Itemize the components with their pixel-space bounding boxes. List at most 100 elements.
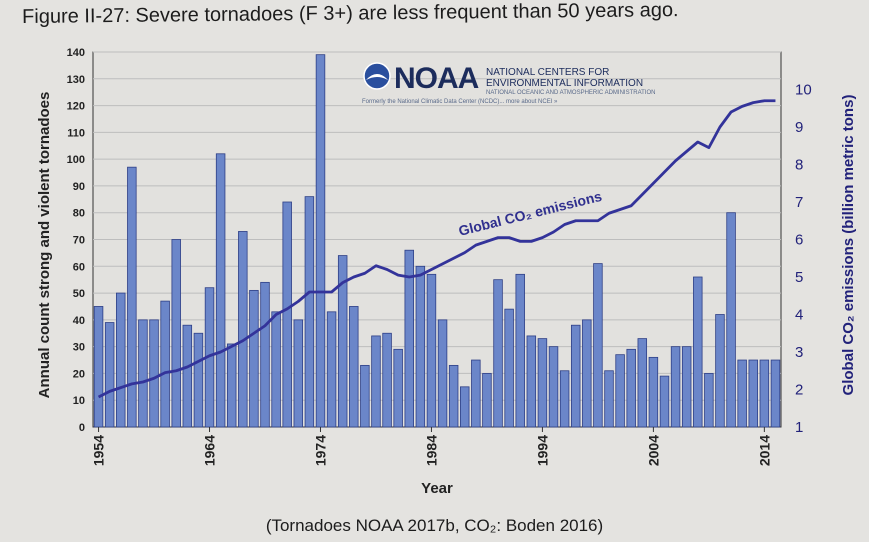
tornado-bar-2011 [726, 212, 736, 428]
tornado-bar-1981 [393, 348, 403, 428]
y2-tick-label: 2 [795, 382, 803, 399]
noaa-logo: NOAA NATIONAL CENTERS FOR ENVIRONMENTAL … [362, 62, 655, 105]
tornado-bar-1972 [293, 319, 304, 428]
x-tick-label: 1984 [423, 435, 439, 466]
tornado-bar-1999 [593, 263, 603, 428]
y-tick-label: 10 [73, 395, 85, 407]
x-tick-label: 2014 [756, 435, 772, 466]
noaa-logo-line3: NATIONAL OCEANIC AND ATMOSPHERIC ADMINIS… [486, 90, 655, 96]
tornado-bar-1983 [415, 265, 426, 428]
tornado-bar-1961 [171, 239, 181, 428]
tornado-bar-1984 [426, 273, 437, 428]
tornado-bar-1976 [337, 255, 348, 428]
tornado-bar-1956 [116, 292, 126, 428]
tornado-bar-1990 [493, 279, 503, 428]
x-axis-title: Year [421, 480, 453, 497]
tornado-bar-1970 [271, 311, 281, 428]
y-tick-label: 90 [73, 181, 85, 193]
tornado-bar-2004 [648, 356, 659, 428]
noaa-logo-word: NOAA [394, 62, 479, 95]
y-tick-label: 100 [67, 154, 85, 166]
y2-tick-label: 4 [795, 307, 803, 324]
y2-tick-label: 7 [795, 194, 803, 211]
y-tick-label: 30 [73, 342, 85, 354]
tornado-bar-1967 [238, 231, 248, 428]
tornado-bar-2012 [737, 359, 747, 428]
y-tick-label: 0 [79, 422, 85, 434]
tornado-bar-1977 [349, 306, 359, 428]
tornado-bar-1996 [559, 370, 570, 428]
y2-tick-label: 5 [795, 269, 803, 286]
y2-tick-label: 3 [795, 344, 803, 361]
right-axis-ticks: 1 2 3 4 5 6 7 8 9 10 [795, 82, 812, 437]
tornado-bar-1989 [482, 373, 492, 428]
tornado-bar-1982 [404, 249, 414, 428]
figure-caption: (Tornadoes NOAA 2017b, CO₂: Boden 2016) [265, 516, 604, 535]
tornado-bar-1978 [360, 364, 370, 428]
tornado-bars [93, 54, 781, 428]
noaa-logo-line2: ENVIRONMENTAL INFORMATION [486, 78, 643, 89]
tornado-bar-2007 [681, 346, 692, 428]
tornado-bar-1998 [582, 319, 592, 428]
y2-tick-label: 1 [795, 419, 803, 436]
tornado-bar-1975 [326, 311, 337, 428]
noaa-logo-line1: NATIONAL CENTERS FOR [486, 67, 609, 78]
tornado-bar-1992 [515, 273, 525, 428]
y-tick-label: 130 [67, 74, 85, 86]
noaa-emblem-bird-icon [366, 74, 388, 80]
x-tick-label: 1954 [91, 435, 107, 466]
x-tick-label: 2004 [645, 435, 661, 466]
tornado-bar-1991 [504, 308, 514, 428]
y2-tick-label: 9 [795, 119, 803, 136]
tornado-bar-1987 [460, 386, 470, 428]
tornado-bar-2010 [715, 314, 725, 428]
left-axis-ticks: 0 10 20 30 40 50 60 70 80 90 100 110 120 130 140 [67, 47, 85, 434]
tornado-bar-1962 [182, 324, 193, 428]
tornado-bar-1959 [149, 319, 159, 428]
tornado-bar-1993 [526, 335, 537, 428]
noaa-logo-subline: Formerly the National Climatic Data Cent… [362, 99, 558, 105]
x-tick-label: 1994 [534, 435, 550, 466]
tornado-bar-2003 [637, 338, 648, 428]
tornado-bar-1963 [193, 332, 204, 428]
y-tick-label: 120 [67, 101, 85, 113]
tornado-bar-2013 [748, 359, 758, 428]
y2-tick-label: 8 [795, 157, 803, 174]
tornado-bar-1958 [138, 319, 148, 428]
y-tick-label: 110 [67, 127, 85, 139]
tornado-bar-1965 [215, 153, 226, 428]
y-tick-label: 50 [73, 288, 85, 300]
tornado-bar-2000 [604, 370, 614, 428]
chart: 0 10 20 30 40 50 60 70 80 90 100 110 120 130 140 1 2 3 4 5… [36, 47, 857, 497]
tornado-bar-1995 [548, 346, 559, 428]
tornado-bar-1988 [471, 359, 481, 428]
y-axis-title: Annual count strong and violent tornadoe… [36, 92, 53, 399]
tornado-bar-1955 [104, 322, 115, 428]
co2-line [97, 99, 776, 399]
tornado-bar-1969 [260, 281, 270, 428]
tornado-bar-2006 [670, 346, 681, 428]
y2-tick-label: 10 [795, 82, 812, 99]
tornado-bar-1997 [570, 324, 581, 428]
y-tick-label: 80 [73, 208, 85, 220]
y-tick-label: 140 [67, 47, 85, 59]
tornado-bar-1986 [448, 364, 459, 428]
tornado-bar-1954 [93, 306, 104, 428]
tornado-bar-2005 [659, 375, 670, 428]
tornado-bar-1994 [537, 338, 548, 428]
y-tick-label: 60 [73, 261, 85, 273]
tornado-bar-1971 [282, 201, 292, 428]
y-tick-label: 70 [73, 235, 85, 247]
x-tick-label: 1964 [202, 435, 218, 466]
tornado-bar-1974 [315, 54, 326, 428]
x-axis-ticks: 1954 1964 1974 1984 1994 2004 2014 [91, 427, 772, 466]
tornado-bar-1979 [371, 335, 381, 428]
tornado-bar-1973 [304, 196, 315, 428]
x-tick-label: 1974 [312, 435, 328, 466]
y-tick-label: 20 [73, 368, 85, 380]
tornado-bar-2002 [626, 348, 636, 428]
tornado-bar-1966 [226, 343, 237, 428]
y2-tick-label: 6 [795, 232, 803, 249]
y2-axis-title: Global CO₂ emissions (billion metric ton… [840, 95, 857, 396]
tornado-bar-1985 [437, 319, 448, 428]
